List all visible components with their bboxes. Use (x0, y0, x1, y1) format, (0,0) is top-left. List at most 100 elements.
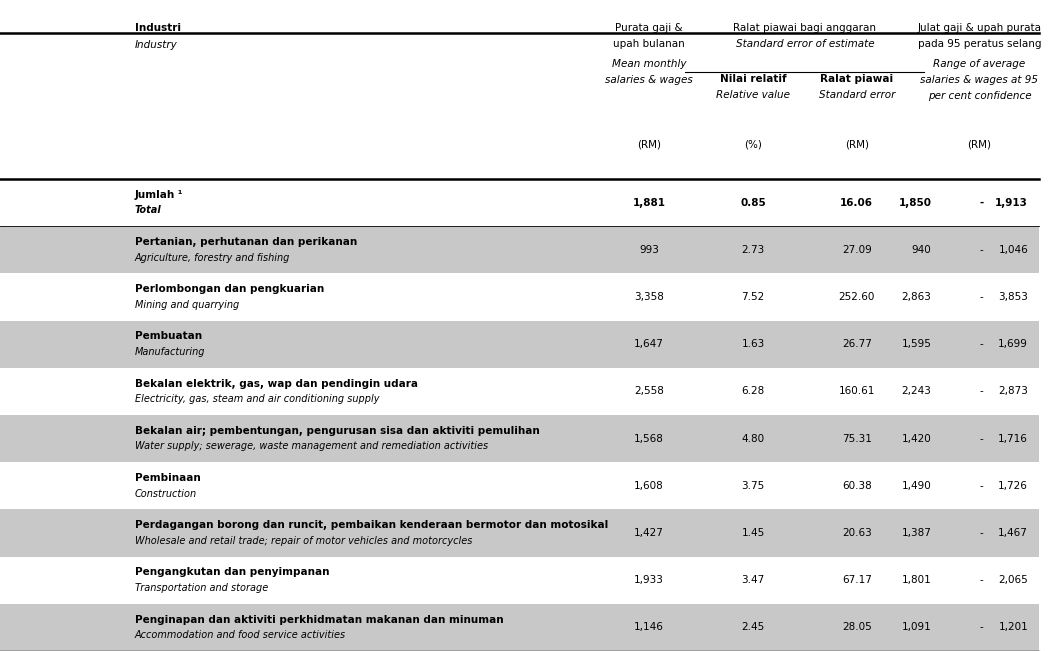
Text: 1,716: 1,716 (998, 434, 1028, 443)
Text: Agriculture, forestry and fishing: Agriculture, forestry and fishing (135, 253, 291, 262)
Text: Accommodation and food service activities: Accommodation and food service activitie… (135, 630, 346, 640)
Text: 27.09: 27.09 (842, 245, 872, 255)
Text: 160.61: 160.61 (839, 387, 875, 396)
Text: Electricity, gas, steam and air conditioning supply: Electricity, gas, steam and air conditio… (135, 395, 379, 404)
Text: 2,243: 2,243 (902, 387, 932, 396)
Text: 2.45: 2.45 (741, 622, 764, 632)
Text: upah bulanan: upah bulanan (613, 39, 685, 49)
Text: -: - (979, 575, 983, 585)
Bar (0, 179, 1038, 227)
Text: 7.52: 7.52 (741, 292, 764, 302)
Text: (%): (%) (744, 140, 762, 150)
Text: Bekalan elektrik, gas, wap dan pendingin udara: Bekalan elektrik, gas, wap dan pendingin… (135, 379, 418, 389)
Text: 1,046: 1,046 (998, 245, 1028, 255)
Text: pada 95 peratus selang: pada 95 peratus selang (918, 39, 1041, 49)
Text: -: - (979, 622, 983, 632)
Text: 26.77: 26.77 (842, 339, 872, 349)
Bar (0, 557, 1038, 604)
Text: 6.28: 6.28 (741, 387, 764, 396)
Text: 60.38: 60.38 (842, 481, 872, 491)
Text: Pembinaan: Pembinaan (135, 473, 200, 483)
Bar (0, 227, 1038, 273)
Text: 940: 940 (912, 245, 932, 255)
Text: 1,091: 1,091 (902, 622, 932, 632)
Text: Standard error: Standard error (819, 90, 895, 100)
Text: Perlombongan dan pengkuarian: Perlombongan dan pengkuarian (135, 284, 325, 294)
Text: Mining and quarrying: Mining and quarrying (135, 300, 239, 310)
Text: 1,146: 1,146 (635, 622, 664, 632)
Text: Range of average: Range of average (933, 59, 1026, 68)
Text: 1,387: 1,387 (902, 528, 932, 538)
Text: Transportation and storage: Transportation and storage (135, 583, 269, 593)
Text: 3.75: 3.75 (741, 481, 764, 491)
Text: -: - (979, 434, 983, 443)
Text: Industri: Industri (135, 23, 181, 33)
Text: Bekalan air; pembentungan, pengurusan sisa dan aktiviti pemulihan: Bekalan air; pembentungan, pengurusan si… (135, 426, 540, 436)
Text: 3.47: 3.47 (741, 575, 764, 585)
Text: 1,201: 1,201 (998, 622, 1028, 632)
Text: -: - (979, 481, 983, 491)
Text: Relative value: Relative value (716, 90, 789, 100)
Text: Industry: Industry (135, 40, 178, 50)
Text: 1,699: 1,699 (998, 339, 1028, 349)
Text: 1,850: 1,850 (899, 198, 932, 208)
Text: 1,595: 1,595 (902, 339, 932, 349)
Text: 1,490: 1,490 (902, 481, 932, 491)
Text: Standard error of estimate: Standard error of estimate (736, 39, 874, 49)
Text: -: - (979, 292, 983, 302)
Text: 1,608: 1,608 (635, 481, 664, 491)
Text: -: - (979, 245, 983, 255)
Text: 0.85: 0.85 (740, 198, 766, 208)
Text: Perdagangan borong dan runcit, pembaikan kenderaan bermotor dan motosikal: Perdagangan borong dan runcit, pembaikan… (135, 520, 608, 530)
Text: -: - (979, 387, 983, 396)
Text: 67.17: 67.17 (842, 575, 872, 585)
Text: 2,065: 2,065 (998, 575, 1028, 585)
Text: 1,726: 1,726 (998, 481, 1028, 491)
Text: 2,873: 2,873 (998, 387, 1028, 396)
Text: Penginapan dan aktiviti perkhidmatan makanan dan minuman: Penginapan dan aktiviti perkhidmatan mak… (135, 615, 504, 624)
Text: (RM): (RM) (968, 140, 992, 150)
Text: 252.60: 252.60 (839, 292, 875, 302)
Text: Julat gaji & upah purata: Julat gaji & upah purata (917, 23, 1041, 33)
Text: 1,467: 1,467 (998, 528, 1028, 538)
Bar (0, 273, 1038, 320)
Text: 1,568: 1,568 (635, 434, 664, 443)
Text: Pengangkutan dan penyimpanan: Pengangkutan dan penyimpanan (135, 568, 330, 577)
Text: Mean monthly: Mean monthly (612, 59, 686, 68)
Text: 20.63: 20.63 (842, 528, 872, 538)
Text: 16.06: 16.06 (840, 198, 874, 208)
Bar (0, 462, 1038, 509)
Text: 1,647: 1,647 (635, 339, 664, 349)
Text: 3,853: 3,853 (998, 292, 1028, 302)
Text: -: - (979, 528, 983, 538)
Text: 1,881: 1,881 (632, 198, 665, 208)
Text: 1.45: 1.45 (741, 528, 764, 538)
Text: 1,420: 1,420 (902, 434, 932, 443)
Text: per cent confidence: per cent confidence (928, 91, 1031, 101)
Text: -: - (979, 198, 983, 208)
Text: 28.05: 28.05 (842, 622, 872, 632)
Text: salaries & wages at 95: salaries & wages at 95 (920, 75, 1038, 85)
Text: Total: Total (135, 206, 161, 215)
Text: 1.63: 1.63 (741, 339, 764, 349)
Bar (0, 415, 1038, 462)
Text: 993: 993 (639, 245, 659, 255)
Text: Pertanian, perhutanan dan perikanan: Pertanian, perhutanan dan perikanan (135, 237, 357, 247)
Text: Pembuatan: Pembuatan (135, 331, 202, 341)
Text: 3,358: 3,358 (635, 292, 664, 302)
Text: 2.73: 2.73 (741, 245, 764, 255)
Text: Jumlah ¹: Jumlah ¹ (135, 190, 183, 200)
Text: 1,427: 1,427 (635, 528, 664, 538)
Text: (RM): (RM) (637, 140, 661, 150)
Bar (0, 509, 1038, 557)
Text: 1,913: 1,913 (995, 198, 1028, 208)
Text: Wholesale and retail trade; repair of motor vehicles and motorcycles: Wholesale and retail trade; repair of mo… (135, 536, 472, 546)
Text: Water supply; sewerage, waste management and remediation activities: Water supply; sewerage, waste management… (135, 441, 488, 451)
Text: 4.80: 4.80 (741, 434, 764, 443)
Text: Purata gaji &: Purata gaji & (616, 23, 683, 33)
Text: 2,558: 2,558 (635, 387, 664, 396)
Bar (0, 604, 1038, 651)
Text: (RM): (RM) (845, 140, 868, 150)
Bar (0, 320, 1038, 368)
Text: Construction: Construction (135, 489, 197, 499)
